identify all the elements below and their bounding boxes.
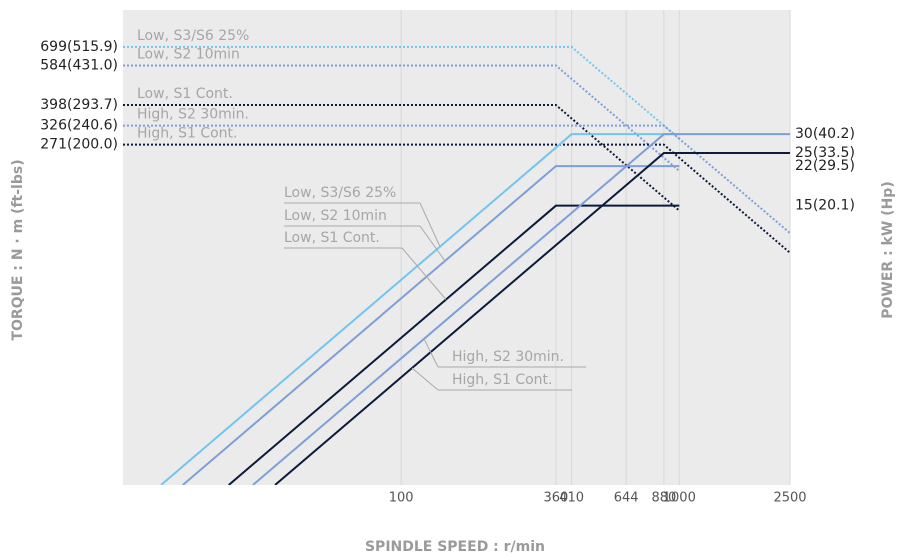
y-tick-label: 699(515.9) <box>40 39 118 55</box>
plot-area <box>123 10 790 485</box>
series-line <box>252 133 790 485</box>
y-tick-label: 584(431.0) <box>40 57 118 73</box>
y2-tick-label: 22(29.5) <box>795 158 855 174</box>
callout-leader <box>423 338 439 368</box>
callout-label: Low, S2 10min <box>284 208 387 224</box>
x-tick-label: 880 <box>651 491 676 506</box>
series-label: Low, S1 Cont. <box>137 86 233 102</box>
series-line <box>123 64 680 172</box>
series-line <box>228 204 680 485</box>
y-tick-label: 271(200.0) <box>40 137 118 153</box>
y2-tick-label: 25(33.5) <box>795 145 855 161</box>
callout-leader <box>419 225 446 262</box>
callout-label: High, S2 30min. <box>452 349 564 365</box>
series-line <box>160 133 680 485</box>
callout-label: Low, S1 Cont. <box>284 230 380 246</box>
x-tick-label: 1000 <box>663 491 696 506</box>
callout-label: Low, S3/S6 25% <box>284 185 396 201</box>
y-axis-title: TORQUE : N · m (ft-lbs) <box>10 159 26 340</box>
series-label: Low, S2 10min <box>137 46 240 62</box>
x-tick-label: 2500 <box>773 491 806 506</box>
series-label: High, S2 30min. <box>137 107 249 123</box>
series-line <box>123 45 680 140</box>
series-line <box>274 151 790 485</box>
x-tick-label: 360 <box>543 491 568 506</box>
callout-label: High, S1 Cont. <box>452 372 552 388</box>
x-tick-label: 410 <box>559 491 584 506</box>
y2-tick-label: 15(20.1) <box>795 198 855 214</box>
series-line <box>123 124 790 234</box>
y2-tick-label: 30(40.2) <box>795 126 855 142</box>
y2-axis-title: POWER : kW (Hp) <box>880 181 896 318</box>
x-tick-label: 100 <box>389 491 414 506</box>
series-line <box>182 165 680 485</box>
y-tick-label: 398(293.7) <box>40 97 118 113</box>
callout-leader <box>411 367 439 391</box>
x-tick-label: 644 <box>614 491 639 506</box>
series-line <box>123 143 790 254</box>
series-label: Low, S3/S6 25% <box>137 28 249 44</box>
x-axis-title: SPINDLE SPEED : r/min <box>365 539 545 555</box>
y-tick-label: 326(240.6) <box>40 118 118 134</box>
series-label: High, S1 Cont. <box>137 126 237 142</box>
callout-leader <box>401 247 447 300</box>
callout-leader <box>419 202 441 247</box>
